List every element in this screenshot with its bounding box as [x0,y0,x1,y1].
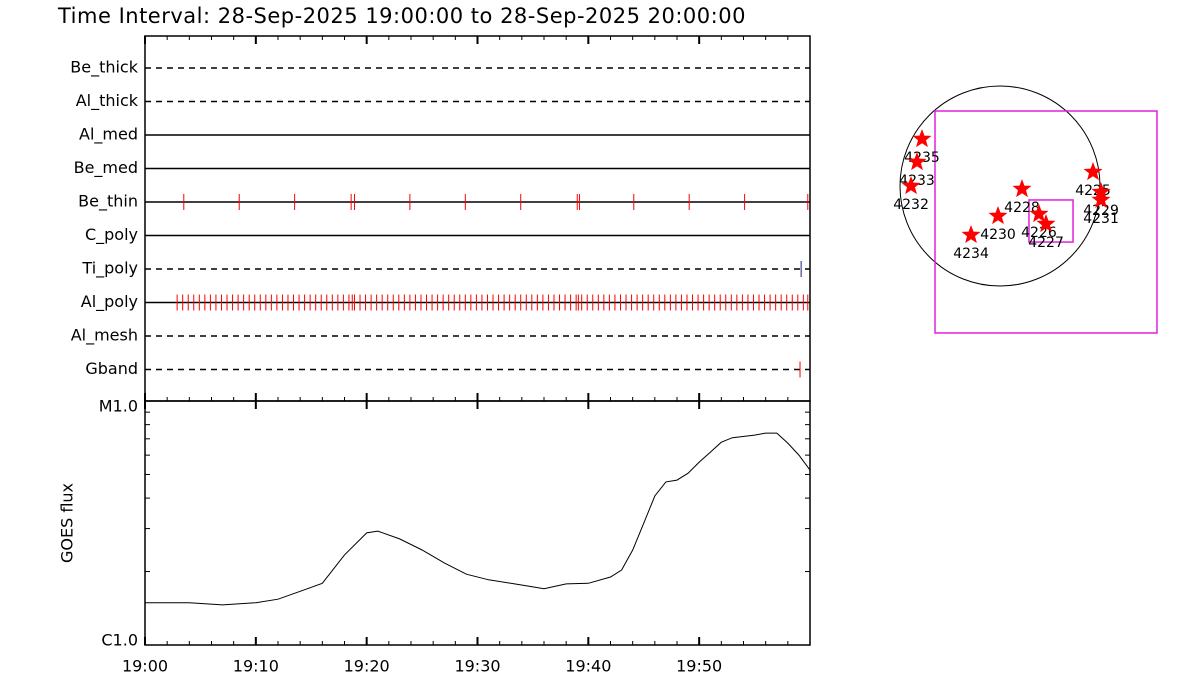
row-label: Be_thick [70,58,138,78]
region-star [1083,162,1103,181]
region-star [961,225,981,243]
fov-box [934,110,1158,334]
x-tick-label: 19:40 [565,657,611,676]
region-star [907,152,927,171]
chart-title: Time Interval: 28-Sep-2025 19:00:00 to 2… [57,4,746,28]
region-label: 4227 [1028,235,1064,251]
row-label: Ti_poly [81,259,138,279]
row-label: Al_mesh [71,326,138,346]
goes-frame [144,400,811,646]
row-label: Al_med [79,125,138,145]
region-star [901,176,921,195]
goes-curve [145,432,811,606]
x-tick-label: 19:00 [122,657,168,676]
timeline-frame [144,35,811,402]
region-star [1091,190,1111,208]
region-label: 4232 [893,197,929,213]
region-label: 4235 [904,150,940,166]
row-label: Al_poly [81,292,138,312]
region-star [988,206,1008,225]
row-label: C_poly [85,225,138,245]
region-label: 4231 [1083,211,1119,227]
region-label: 4233 [899,173,935,189]
x-tick-label: 19:30 [454,657,500,676]
row-label: Gband [85,359,138,378]
row-label: Be_thin [78,192,138,212]
x-tick-label: 19:20 [344,657,390,676]
region-star [1036,214,1056,233]
y-tick-label: C1.0 [101,631,138,650]
fov-box [1028,199,1074,243]
x-tick-label: 19:10 [233,657,279,676]
region-star [912,129,932,148]
region-star [1029,204,1049,223]
region-label: 4234 [953,246,989,262]
row-label: Be_med [74,158,138,178]
y-axis-label: GOES flux [58,483,77,563]
row-label: Al_thick [76,91,139,111]
region-star [1012,179,1032,198]
region-label: 4229 [1083,203,1119,219]
region-label: 4230 [980,227,1016,243]
y-tick-label: M1.0 [99,397,138,416]
x-tick-label: 19:50 [676,657,722,676]
